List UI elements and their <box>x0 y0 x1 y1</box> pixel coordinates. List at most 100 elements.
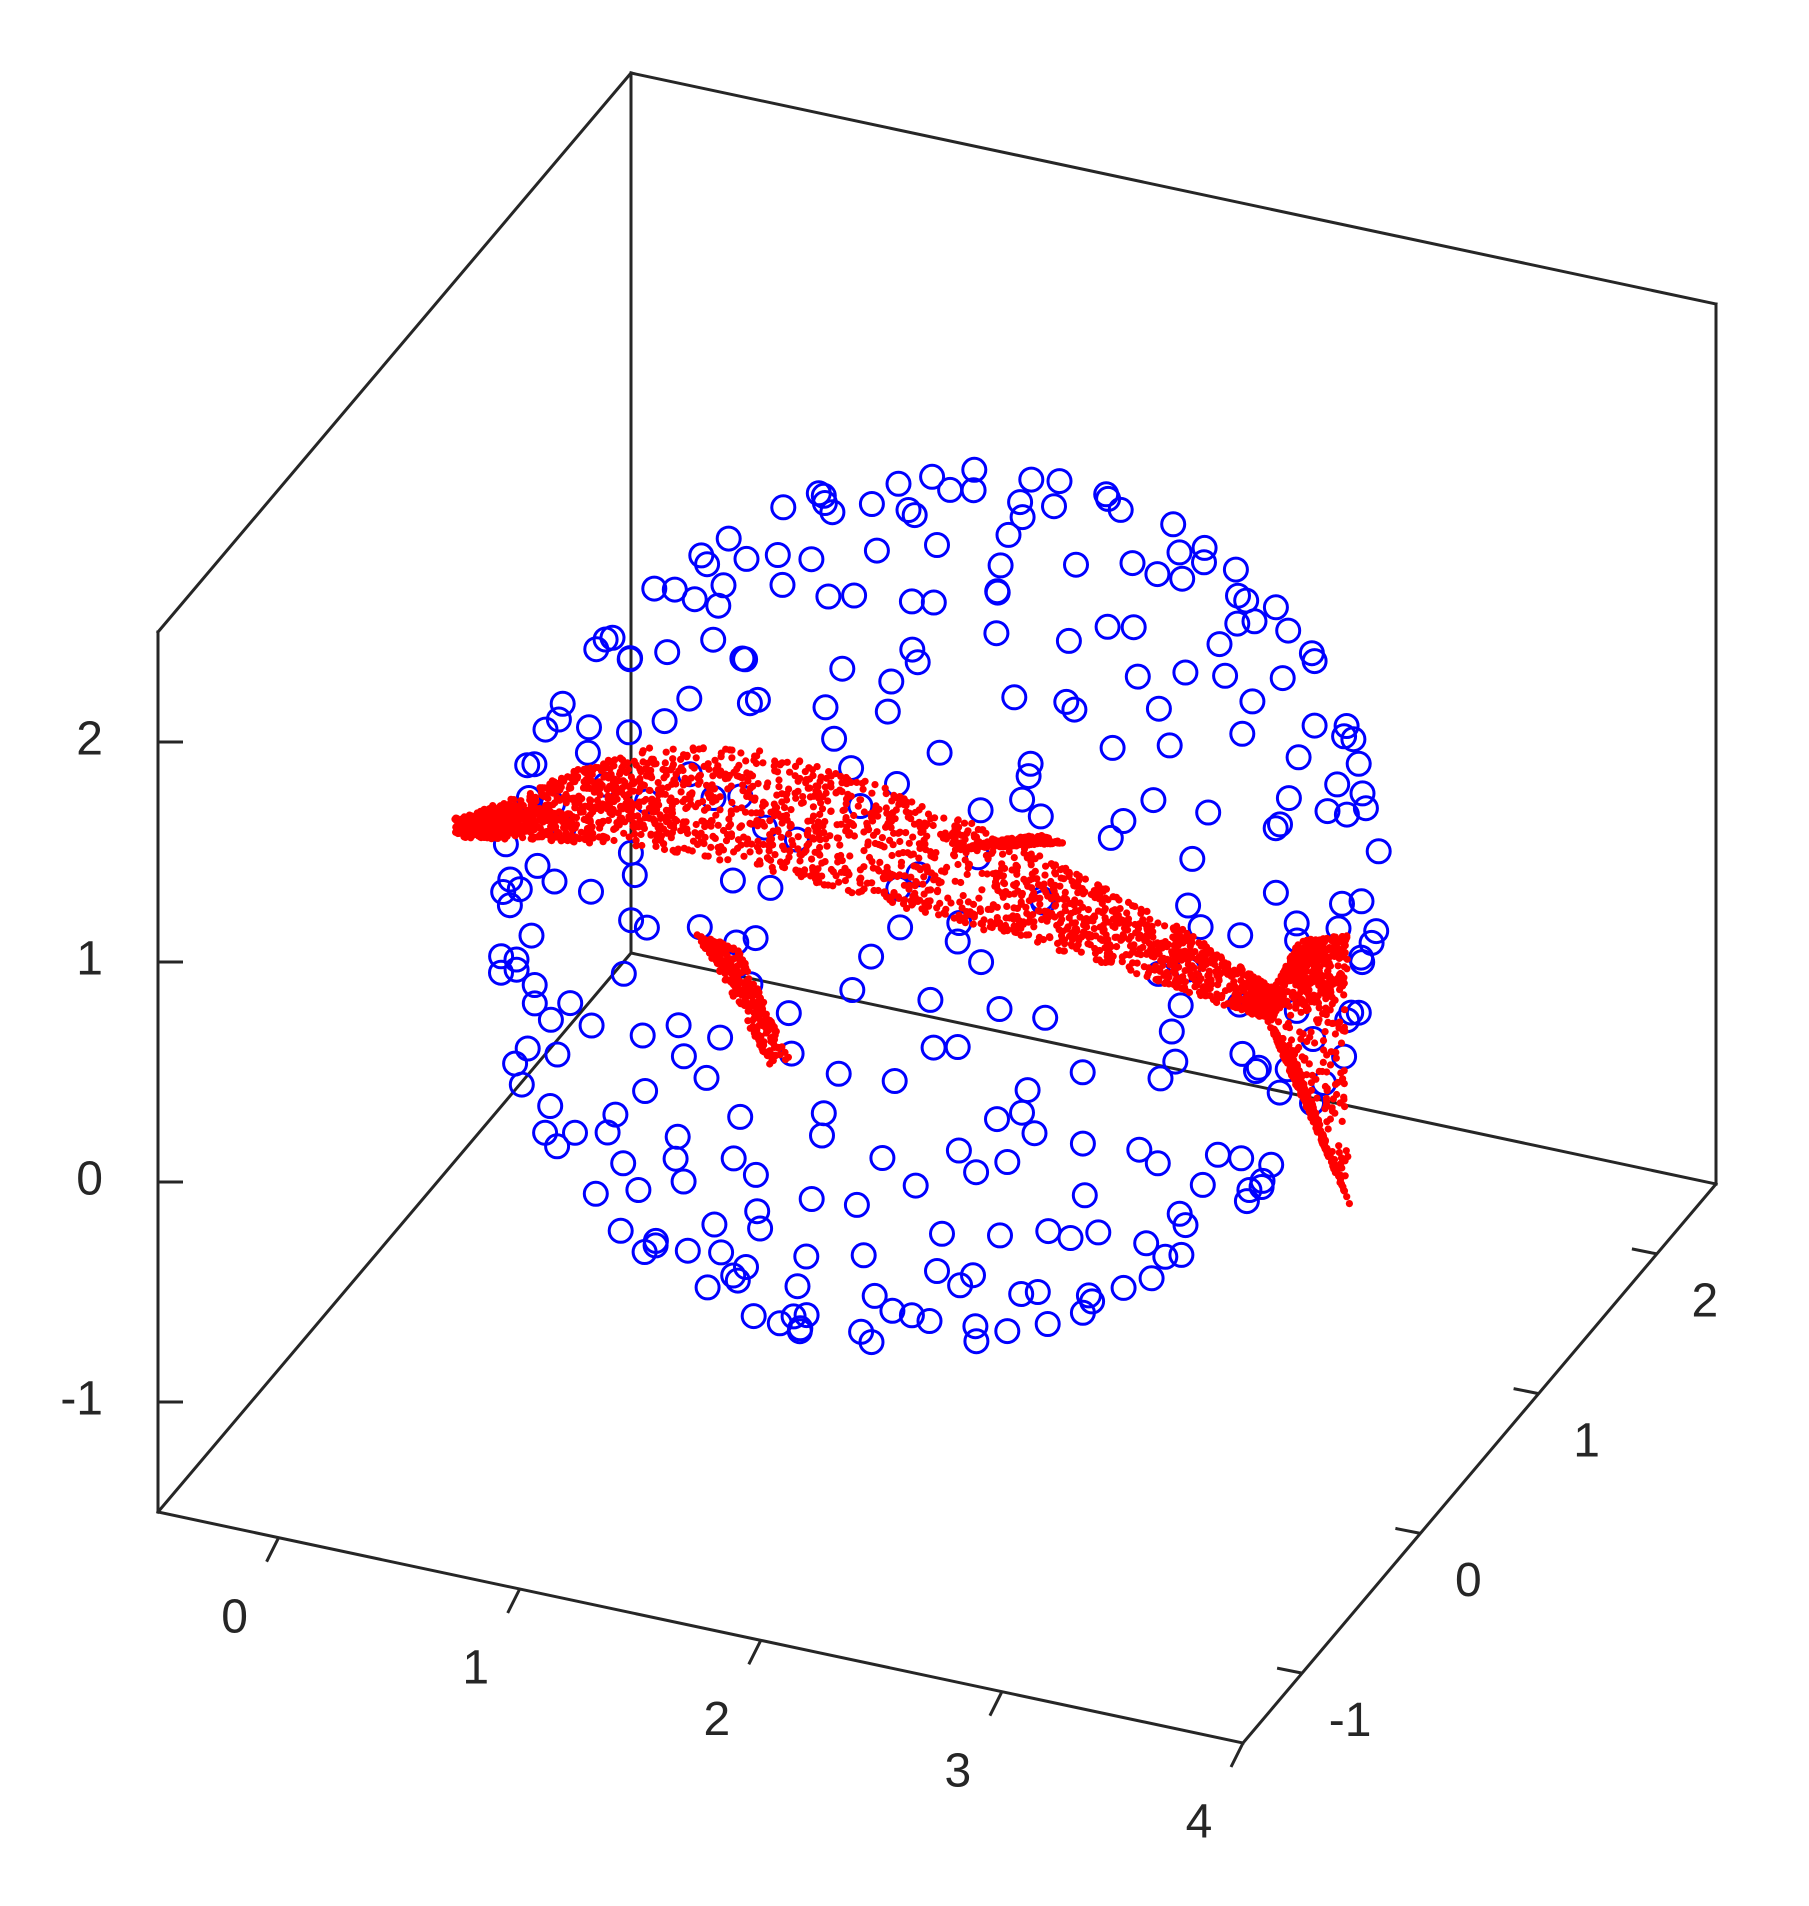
dolphin-point <box>551 809 559 818</box>
sphere-point <box>769 571 796 598</box>
dolphin-point <box>707 843 715 851</box>
dolphin-point <box>1000 879 1008 887</box>
sphere-point <box>641 575 668 602</box>
dolphin-point <box>812 869 820 877</box>
dolphin-point <box>1081 875 1089 883</box>
dolphin-point <box>662 748 670 756</box>
dolphin-point <box>759 759 767 767</box>
dolphin-point <box>692 754 700 762</box>
sphere-point <box>815 583 842 610</box>
dolphin-point <box>1307 1079 1315 1087</box>
sphere-point <box>1097 824 1124 851</box>
sphere-point <box>945 1137 972 1164</box>
sphere-point <box>1094 613 1121 640</box>
sphere-point <box>1034 1311 1061 1337</box>
dolphin-point <box>871 781 879 789</box>
sphere-point <box>1172 659 1199 686</box>
sphere-point <box>607 1217 634 1244</box>
dolphin-point <box>847 819 855 828</box>
box-edge-back-bottom <box>629 951 1718 1186</box>
dolphin-point <box>1274 1039 1282 1047</box>
dolphin-point <box>724 856 732 864</box>
dolphin-point <box>723 952 731 960</box>
dolphin-point <box>956 898 964 906</box>
dolphin-point <box>756 860 764 868</box>
dolphin-point <box>1322 1101 1330 1109</box>
dolphin-point <box>1143 925 1151 933</box>
dolphin-points-series <box>451 744 1353 1208</box>
dolphin-point <box>882 823 890 831</box>
dolphin-point <box>1311 1039 1319 1047</box>
dolphin-point <box>1054 895 1062 903</box>
dolphin-point <box>1018 891 1026 900</box>
dolphin-point <box>846 852 854 860</box>
dolphin-point <box>1068 919 1076 927</box>
dolphin-point <box>833 834 841 842</box>
dolphin-point <box>1274 1018 1283 1026</box>
dolphin-point <box>875 840 883 849</box>
dolphin-point <box>747 809 756 817</box>
sphere-point <box>947 1272 974 1299</box>
dolphin-point <box>804 826 812 835</box>
sphere-point <box>1245 1054 1272 1081</box>
dolphin-point <box>816 777 824 785</box>
dolphin-point <box>1330 1156 1339 1164</box>
dolphin-point <box>641 814 649 822</box>
dolphin-point <box>546 788 554 796</box>
dolphin-point <box>538 833 546 841</box>
dolphin-point <box>508 824 516 832</box>
dolphin-point <box>817 799 825 807</box>
dolphin-point <box>1295 1043 1303 1052</box>
dolphin-point <box>827 807 835 815</box>
dolphin-point <box>999 850 1007 858</box>
dolphin-point <box>632 842 640 850</box>
sphere-point <box>825 1060 852 1087</box>
dolphin-point <box>1161 922 1169 930</box>
dolphin-point <box>714 946 722 955</box>
dolphin-point <box>785 785 793 793</box>
dolphin-point <box>1340 1067 1348 1075</box>
dolphin-point <box>1051 902 1059 910</box>
sphere-point <box>1069 1059 1096 1086</box>
dolphin-point <box>568 795 576 804</box>
sphere-point <box>1041 493 1067 520</box>
dolphin-point <box>876 858 884 867</box>
dolphin-point <box>694 840 702 849</box>
dolphin-point <box>1118 953 1126 961</box>
sphere-point <box>1329 890 1355 917</box>
dolphin-point <box>1225 985 1233 993</box>
dolphin-point <box>1322 972 1330 980</box>
dolphin-point <box>467 834 475 842</box>
dolphin-point <box>592 763 600 772</box>
dolphin-point <box>837 820 845 828</box>
dolphin-point <box>1338 1117 1346 1125</box>
dolphin-point <box>916 866 924 874</box>
dolphin-point <box>975 894 983 902</box>
dolphin-point <box>1329 1095 1337 1103</box>
sphere-point <box>895 497 922 523</box>
dolphin-point <box>787 806 795 814</box>
sphere-point <box>740 1303 767 1330</box>
dolphin-point <box>759 798 768 806</box>
dolphin-point <box>1015 835 1023 843</box>
dolphin-point <box>526 790 535 798</box>
dolphin-point <box>635 798 644 806</box>
dolphin-point <box>807 817 816 825</box>
box-edge-top-left <box>155 70 634 635</box>
dolphin-point <box>860 863 868 871</box>
dolphin-point <box>818 872 826 880</box>
dolphin-point <box>841 877 850 885</box>
sphere-point <box>1009 1099 1035 1126</box>
dolphin-point <box>1301 985 1309 993</box>
dolphin-point <box>766 817 774 825</box>
sphere-point <box>1187 914 1214 941</box>
sphere-point <box>920 589 947 616</box>
dolphin-point <box>882 804 890 812</box>
dolphin-point <box>635 787 643 795</box>
dolphin-point <box>941 868 949 876</box>
sphere-point <box>727 1103 754 1130</box>
dolphin-point <box>739 781 747 789</box>
dolphin-point <box>760 1048 768 1056</box>
dolphin-point <box>1340 1023 1348 1031</box>
dolphin-point <box>1035 907 1043 915</box>
